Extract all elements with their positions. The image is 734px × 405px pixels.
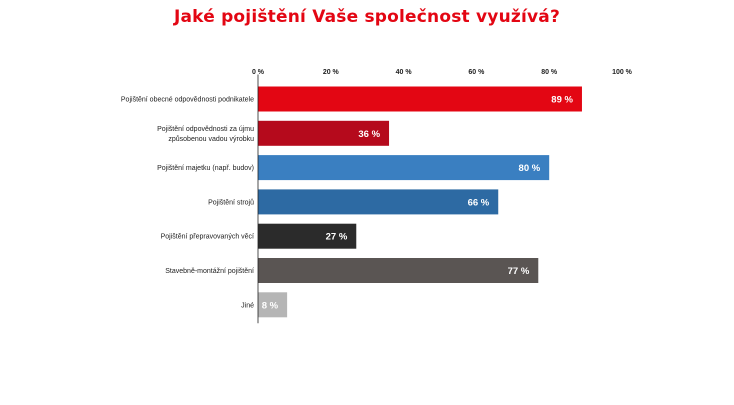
category-label: Pojištění strojů [208,198,254,206]
chart-title: Jaké pojištění Vaše společnost využívá? [173,7,561,27]
category-label: způsobenou vadou výrobku [168,135,254,143]
bar [258,223,357,249]
data-label: 66 % [468,197,490,208]
data-label: 27 % [326,232,348,243]
bar [258,189,499,215]
category-label: Pojištění majetku (např. budov) [157,165,254,172]
category-label: Pojištění odpovědnosti za újmu [157,126,254,133]
bar [258,86,582,112]
category-label: Stavebně-montážní pojištění [165,268,254,275]
category-label: Pojištění obecné odpovědnosti podnikatel… [121,97,254,104]
x-tick-label: 60 % [468,69,485,76]
bars [258,86,582,318]
x-tick-label: 40 % [396,69,413,76]
bar [258,292,288,318]
x-tick-label: 100 % [612,69,633,76]
x-tick-label: 0 % [252,69,265,76]
x-tick-label: 20 % [323,69,340,76]
bar [258,120,390,146]
data-label: 80 % [519,163,541,174]
bar [258,258,539,283]
x-tick-label: 80 % [541,69,558,76]
category-label: Jiné [241,302,254,309]
bar [258,155,550,181]
data-label: 36 % [358,129,380,140]
data-label: 89 % [551,95,573,106]
data-label: 77 % [508,266,530,277]
category-label: Pojištění přepravovaných věcí [161,234,254,241]
data-label: 8 % [262,300,279,311]
category-labels: Pojištění obecné odpovědnosti podnikatel… [121,97,254,310]
data-labels: 89 % 36 % 80 % 66 % 27 % 77 % 8 % [262,95,574,312]
x-axis-ticks: 0 % 20 % 40 % 60 % 80 % 100 % [252,69,633,76]
